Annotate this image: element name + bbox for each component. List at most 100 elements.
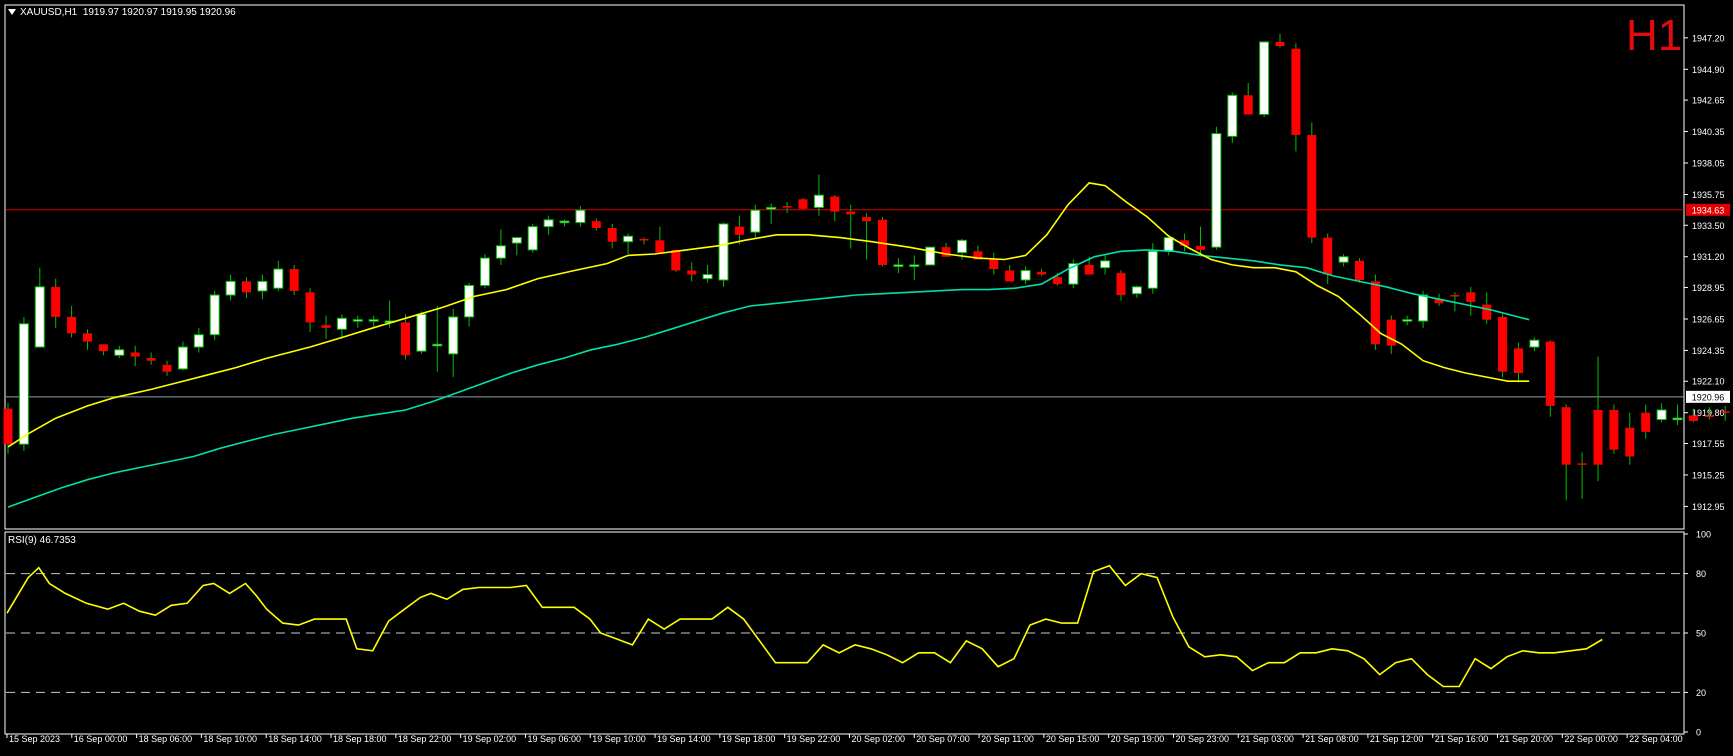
- bull-candle: [1131, 286, 1142, 295]
- bull-candle: [909, 264, 920, 267]
- price-tick-label: 1924.35: [1692, 346, 1725, 356]
- time-tick-label: 18 Sep 10:00: [203, 734, 257, 744]
- bull-candle: [1163, 237, 1174, 252]
- bear-candle: [687, 270, 697, 275]
- bull-candle: [543, 219, 554, 228]
- time-tick-label: 15 Sep 2023: [9, 734, 60, 744]
- time-tick-label: 18 Sep 14:00: [268, 734, 322, 744]
- bid-price-label: 1920.96: [1692, 392, 1725, 402]
- bear-candle: [401, 322, 410, 356]
- chart-header: XAUUSD,H1 1919.97 1920.97 1919.95 1920.9…: [8, 7, 236, 18]
- price-tick-label: 1944.90: [1692, 65, 1725, 75]
- bear-candle: [1275, 41, 1285, 47]
- rsi-tick-label: 0: [1696, 728, 1701, 738]
- bear-candle: [1291, 48, 1301, 135]
- bear-candle: [321, 325, 331, 328]
- bear-candle: [1545, 341, 1555, 406]
- bull-candle: [480, 257, 490, 286]
- ohlc-readout: 1919.97 1920.97 1919.95 1920.96: [82, 7, 236, 18]
- time-tick-label: 19 Sep 10:00: [592, 734, 646, 744]
- bull-candle: [718, 223, 729, 281]
- time-tick-label: 20 Sep 19:00: [1111, 734, 1165, 744]
- price-tick-label: 1926.65: [1692, 314, 1725, 324]
- bull-candle: [750, 209, 761, 233]
- time-tick-label: 20 Sep 15:00: [1046, 734, 1100, 744]
- time-tick-label: 16 Sep 00:00: [74, 734, 128, 744]
- bear-candle: [146, 357, 156, 361]
- price-tick-label: 1940.35: [1692, 127, 1725, 137]
- bull-candle: [623, 235, 634, 243]
- price-panel-frame: [4, 4, 1685, 530]
- bear-candle: [98, 344, 108, 352]
- bear-candle: [1386, 319, 1396, 346]
- time-tick-label: 19 Sep 02:00: [463, 734, 517, 744]
- bull-candle: [702, 274, 713, 280]
- bull-candle: [1020, 269, 1031, 281]
- bull-candle: [273, 268, 284, 289]
- bear-candle: [242, 281, 251, 293]
- price-tick-label: 1938.05: [1692, 159, 1725, 169]
- bear-candle: [782, 206, 792, 208]
- price-tick-label: 1928.95: [1692, 283, 1725, 293]
- time-tick-label: 18 Sep 18:00: [333, 734, 387, 744]
- time-tick-label: 21 Sep 12:00: [1370, 734, 1424, 744]
- bear-candle: [671, 249, 681, 271]
- bear-candle: [1688, 415, 1698, 421]
- bull-candle: [1402, 319, 1413, 322]
- bear-candle: [1577, 463, 1587, 465]
- time-tick-label: 22 Sep 04:00: [1629, 734, 1683, 744]
- bear-candle: [3, 408, 13, 445]
- bull-candle: [1338, 256, 1349, 263]
- bear-candle: [1514, 348, 1523, 374]
- time-tick-label: 18 Sep 22:00: [398, 734, 452, 744]
- bull-candle: [511, 237, 522, 244]
- bull-candle: [1100, 260, 1111, 269]
- bear-candle: [1052, 277, 1062, 285]
- bull-candle: [495, 245, 506, 259]
- bull-candle: [432, 343, 443, 347]
- bull-candle: [925, 246, 936, 266]
- time-tick-label: 20 Sep 07:00: [916, 734, 970, 744]
- bull-candle: [464, 284, 475, 318]
- bull-candle: [1068, 263, 1079, 285]
- bull-candle: [368, 319, 379, 322]
- bid-price-box: [1686, 390, 1730, 403]
- time-tick-label: 18 Sep 06:00: [139, 734, 193, 744]
- bear-candle: [305, 292, 315, 323]
- rsi-line: [6, 564, 1603, 688]
- rsi-tick-label: 80: [1696, 569, 1706, 579]
- bear-candle: [1609, 409, 1619, 450]
- time-tick-label: 19 Sep 14:00: [657, 734, 711, 744]
- bull-candle: [193, 334, 204, 348]
- bear-candle: [1116, 273, 1126, 296]
- bear-candle: [289, 269, 299, 291]
- time-tick-label: 19 Sep 22:00: [787, 734, 841, 744]
- dropdown-triangle-icon[interactable]: [8, 9, 16, 16]
- bear-candle: [1641, 412, 1651, 432]
- bear-candle: [1625, 427, 1635, 457]
- price-tick-label: 1917.55: [1692, 439, 1725, 449]
- bear-candle: [1720, 411, 1730, 413]
- price-tick-label: 1919.80: [1692, 408, 1725, 418]
- bull-candle: [575, 209, 586, 224]
- bear-candle: [51, 286, 61, 317]
- bull-candle: [559, 220, 570, 224]
- price-tick-label: 1933.50: [1692, 221, 1725, 231]
- bull-candle: [1259, 41, 1270, 115]
- price-tick-label: 1912.95: [1692, 502, 1725, 512]
- slow-moving-average-line: [7, 249, 1530, 508]
- bear-candle: [1561, 407, 1571, 465]
- bull-candle: [957, 239, 967, 254]
- time-tick-label: 21 Sep 16:00: [1435, 734, 1489, 744]
- bull-candle: [225, 280, 236, 296]
- bear-candle: [846, 211, 856, 215]
- bear-candle: [989, 259, 999, 270]
- bear-candle: [1196, 245, 1205, 250]
- bull-candle: [1656, 409, 1667, 421]
- rsi-indicator-label: RSI(9) 46.7353: [8, 535, 76, 546]
- bear-candle: [1450, 295, 1460, 297]
- bear-candle: [607, 228, 617, 242]
- bear-candle: [1355, 260, 1364, 280]
- bear-candle: [1037, 271, 1046, 275]
